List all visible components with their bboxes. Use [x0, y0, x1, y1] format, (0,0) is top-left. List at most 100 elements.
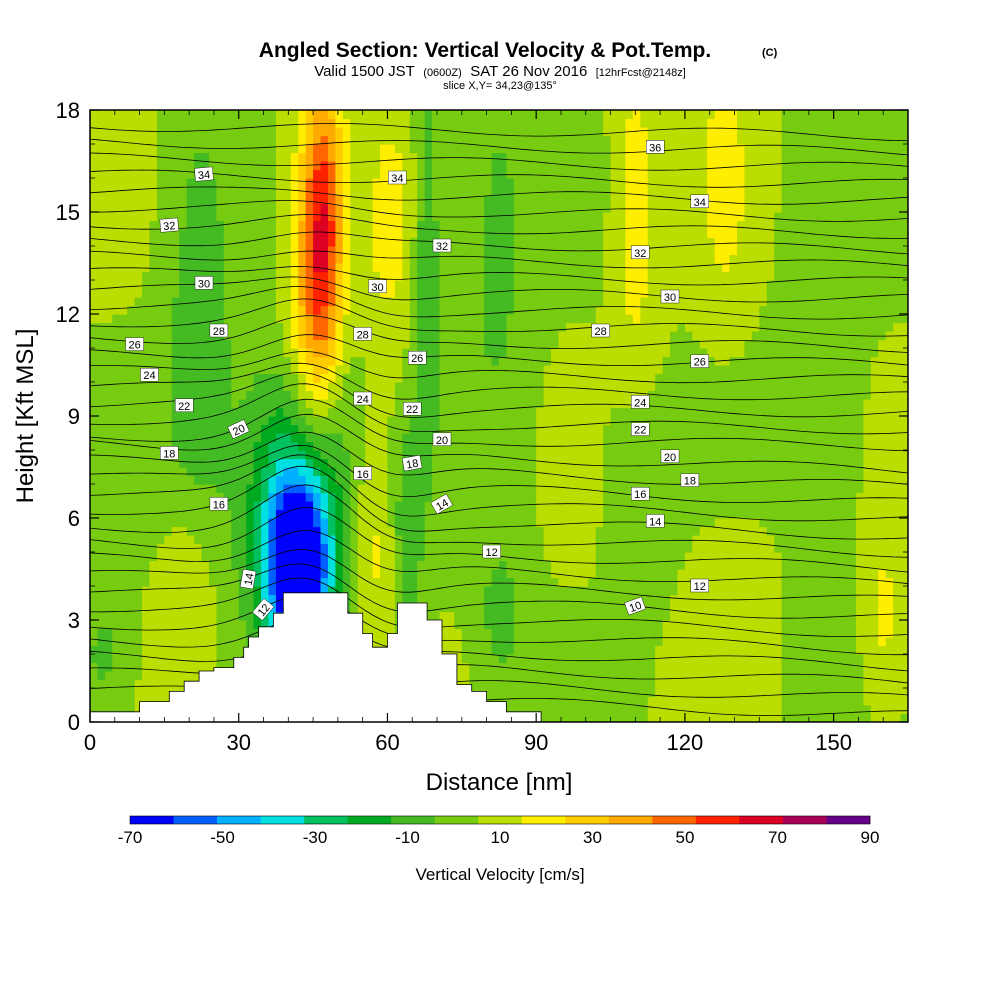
velocity-cell	[662, 518, 671, 528]
velocity-cell	[446, 645, 455, 655]
velocity-cell	[736, 518, 745, 528]
velocity-cell	[305, 492, 314, 502]
velocity-cell	[893, 679, 902, 689]
velocity-cell	[313, 526, 322, 536]
velocity-cell	[417, 382, 426, 392]
velocity-cell	[833, 399, 842, 409]
velocity-cell	[833, 450, 842, 460]
velocity-cell	[722, 365, 731, 375]
velocity-cell	[744, 424, 753, 434]
velocity-cell	[855, 671, 864, 681]
velocity-cell	[446, 637, 455, 647]
velocity-cell	[759, 628, 768, 638]
velocity-cell	[565, 339, 574, 349]
velocity-cell	[342, 518, 351, 528]
velocity-cell	[446, 424, 455, 434]
velocity-cell	[751, 399, 760, 409]
velocity-cell	[97, 365, 106, 375]
velocity-cell	[759, 484, 768, 494]
velocity-cell	[275, 416, 284, 426]
velocity-cell	[662, 501, 671, 511]
velocity-cell	[655, 671, 664, 681]
velocity-cell	[610, 552, 619, 562]
velocity-cell	[625, 356, 634, 366]
velocity-cell	[588, 594, 597, 604]
velocity-cell	[164, 399, 173, 409]
velocity-cell	[461, 628, 470, 638]
velocity-cell	[655, 441, 664, 451]
velocity-cell	[826, 611, 835, 621]
velocity-cell	[253, 526, 262, 536]
velocity-cell	[194, 662, 203, 672]
velocity-cell	[603, 433, 612, 443]
velocity-cell	[655, 586, 664, 596]
velocity-cell	[610, 518, 619, 528]
velocity-cell	[476, 467, 485, 477]
velocity-cell	[588, 535, 597, 545]
velocity-cell	[365, 552, 374, 562]
velocity-cell	[588, 526, 597, 536]
velocity-cell	[164, 603, 173, 613]
velocity-cell	[744, 560, 753, 570]
velocity-cell	[573, 467, 582, 477]
velocity-cell	[789, 458, 798, 468]
velocity-cell	[751, 475, 760, 485]
velocity-cell	[893, 518, 902, 528]
velocity-cell	[491, 671, 500, 681]
velocity-cell	[521, 679, 530, 689]
velocity-cell	[320, 365, 329, 375]
velocity-cell	[751, 484, 760, 494]
velocity-cell	[707, 518, 716, 528]
velocity-cell	[528, 526, 537, 536]
velocity-cell	[662, 671, 671, 681]
velocity-cell	[848, 603, 857, 613]
velocity-cell	[647, 713, 656, 722]
velocity-cell	[543, 467, 552, 477]
velocity-cell	[565, 509, 574, 519]
velocity-cell	[268, 526, 277, 536]
velocity-cell	[342, 356, 351, 366]
velocity-cell	[625, 399, 634, 409]
velocity-cell	[156, 407, 165, 417]
velocity-cell	[528, 356, 537, 366]
velocity-cell	[565, 603, 574, 613]
velocity-cell	[893, 611, 902, 621]
velocity-cell	[97, 696, 106, 706]
velocity-cell	[409, 450, 418, 460]
velocity-cell	[461, 594, 470, 604]
velocity-cell	[714, 662, 723, 672]
velocity-cell	[90, 365, 99, 375]
velocity-cell	[662, 424, 671, 434]
velocity-cell	[699, 560, 708, 570]
velocity-cell	[558, 433, 567, 443]
velocity-cell	[335, 416, 344, 426]
velocity-cell	[893, 501, 902, 511]
velocity-cell	[855, 348, 864, 358]
velocity-cell	[722, 594, 731, 604]
velocity-cell	[670, 416, 679, 426]
velocity-cell	[476, 552, 485, 562]
velocity-cell	[878, 339, 887, 349]
velocity-cell	[439, 484, 448, 494]
velocity-cell	[610, 594, 619, 604]
velocity-cell	[238, 603, 247, 613]
velocity-cell	[573, 501, 582, 511]
velocity-cell	[439, 577, 448, 587]
velocity-cell	[528, 407, 537, 417]
velocity-cell	[261, 509, 270, 519]
velocity-cell	[803, 433, 812, 443]
velocity-cell	[432, 594, 441, 604]
velocity-cell	[469, 441, 478, 451]
velocity-cell	[171, 594, 180, 604]
velocity-cell	[134, 560, 143, 570]
velocity-cell	[461, 365, 470, 375]
velocity-cell	[677, 526, 686, 536]
velocity-cell	[565, 713, 574, 722]
velocity-cell	[439, 543, 448, 553]
velocity-cell	[499, 569, 508, 579]
velocity-cell	[811, 365, 820, 375]
velocity-cell	[491, 365, 500, 375]
velocity-cell	[774, 501, 783, 511]
velocity-cell	[342, 365, 351, 375]
velocity-cell	[714, 645, 723, 655]
